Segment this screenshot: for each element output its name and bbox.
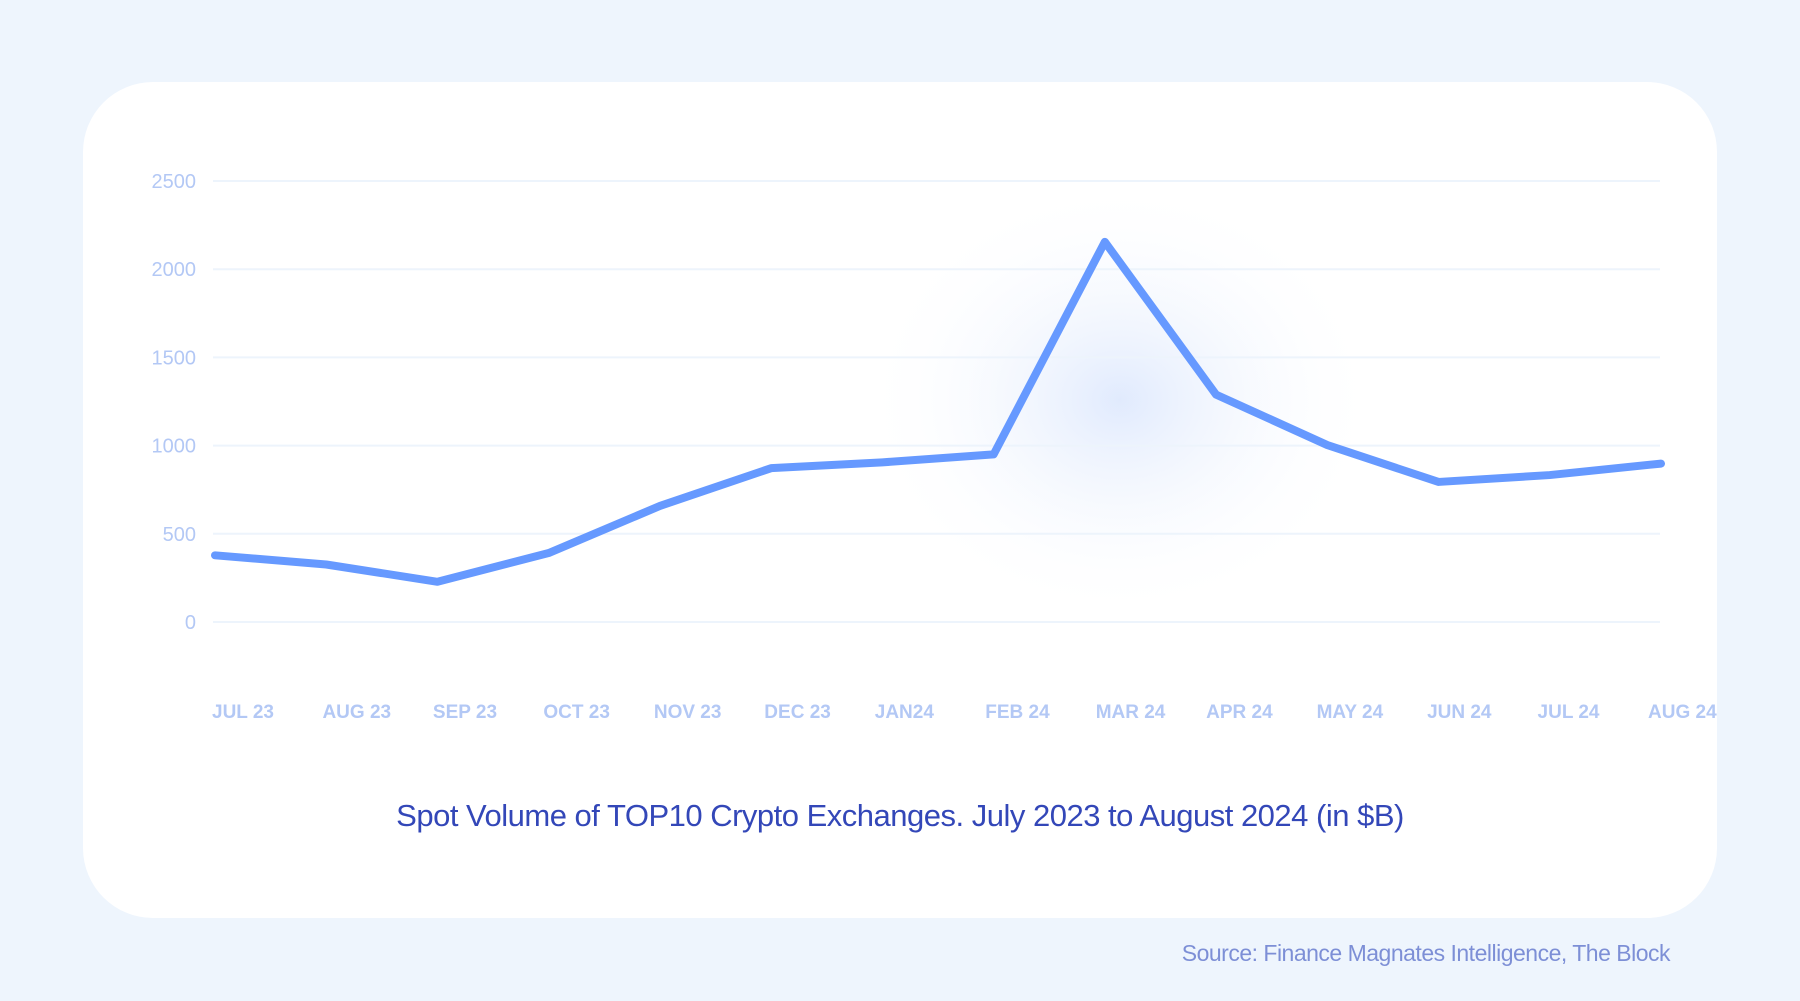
- series-line: [211, 237, 1665, 586]
- x-tick-label: OCT 23: [543, 702, 610, 723]
- x-tick-label: MAY 24: [1317, 702, 1384, 723]
- peak-glow: [860, 180, 1380, 620]
- y-tick-label: 1500: [152, 347, 197, 369]
- y-tick-label: 2500: [152, 171, 197, 193]
- x-tick-label: JUL 23: [212, 702, 274, 723]
- x-tick-label: JAN24: [875, 702, 935, 723]
- y-tick-label: 1000: [152, 436, 197, 458]
- x-tick-label: APR 24: [1206, 702, 1273, 723]
- x-tick-label: SEP 23: [433, 702, 497, 723]
- x-tick-label: JUL 24: [1538, 702, 1600, 723]
- x-tick-label: NOV 23: [654, 702, 722, 723]
- y-tick-label: 0: [185, 612, 196, 634]
- x-tick-label: FEB 24: [985, 702, 1050, 723]
- x-tick-label: AUG 23: [322, 702, 391, 723]
- x-tick-label: AUG 24: [1648, 702, 1717, 723]
- x-tick-label: JUN 24: [1427, 702, 1492, 723]
- x-tick-label: DEC 23: [764, 702, 831, 723]
- x-tick-label: MAR 24: [1096, 702, 1166, 723]
- y-tick-label: 500: [163, 524, 196, 546]
- chart-title: Spot Volume of TOP10 Crypto Exchanges. J…: [396, 798, 1404, 833]
- y-tick-label: 2000: [152, 259, 197, 281]
- source-note: Source: Finance Magnates Intelligence, T…: [1181, 940, 1671, 966]
